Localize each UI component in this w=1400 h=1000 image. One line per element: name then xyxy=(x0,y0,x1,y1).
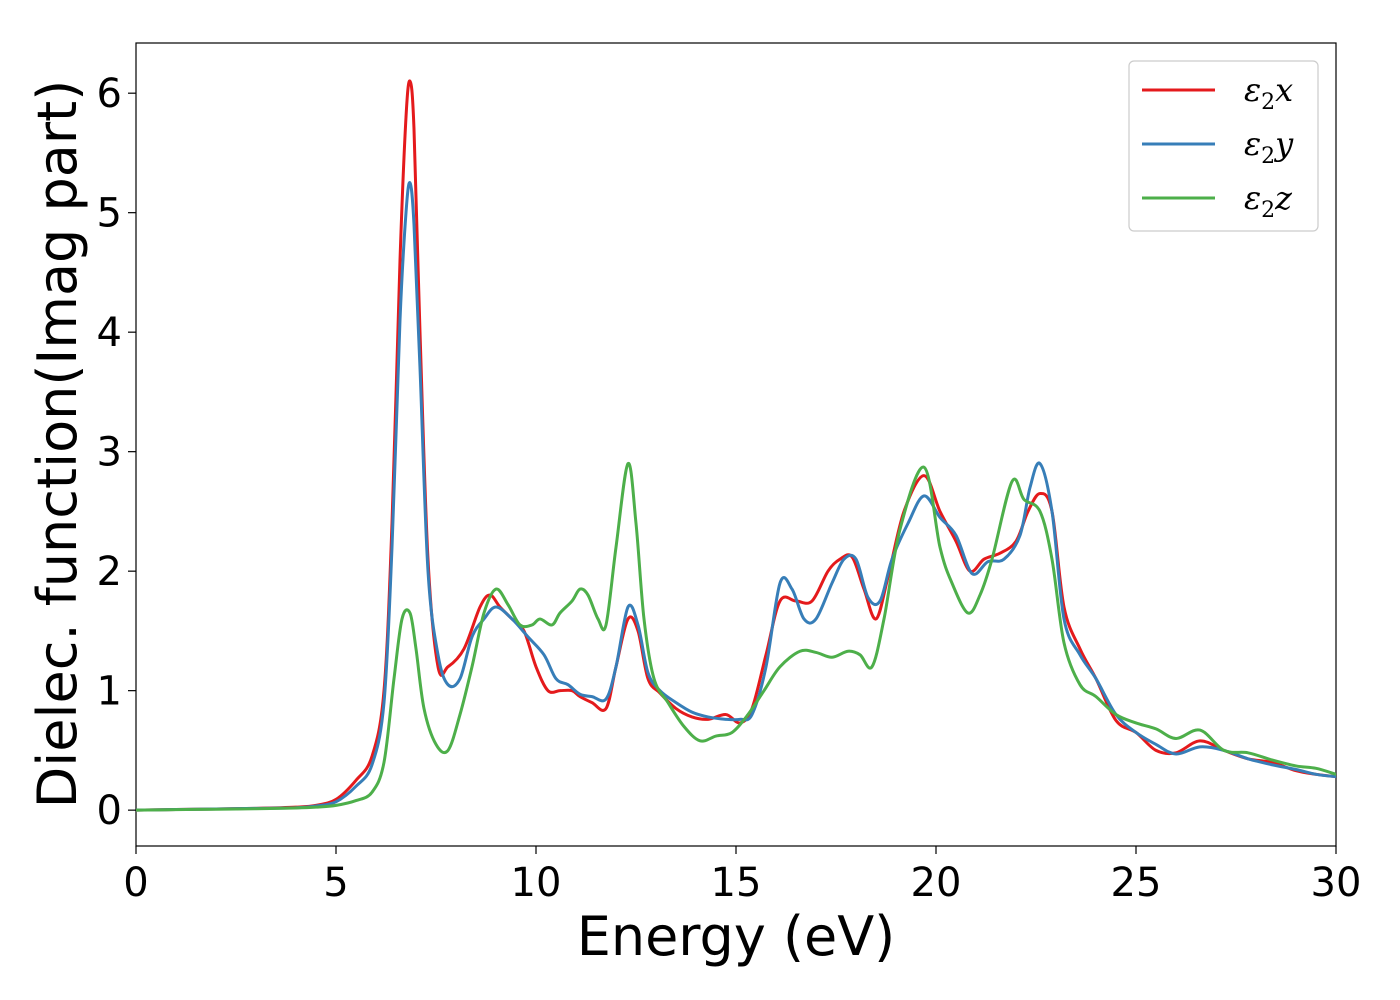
y-tick-label: 0 xyxy=(97,788,122,834)
x-tick-label: 30 xyxy=(1311,860,1362,906)
y-axis-ticks: 0 1 2 3 4 5 6 xyxy=(97,71,136,834)
series-line-y xyxy=(136,181,1336,812)
y-tick-label: 5 xyxy=(97,191,122,237)
x-tick-label: 10 xyxy=(511,860,562,906)
legend: ε2x ε2y ε2z xyxy=(1128,60,1319,232)
x-axis-ticks: 0 5 10 15 20 25 30 xyxy=(123,846,1361,906)
legend-label-y: ε2y xyxy=(1244,125,1294,169)
x-tick-label: 20 xyxy=(911,860,962,906)
legend-label-z: ε2z xyxy=(1244,179,1293,223)
x-axis-label: Energy (eV) xyxy=(577,905,896,968)
y-axis-label: Dielec. function(Imag part) xyxy=(26,80,89,809)
y-tick-label: 3 xyxy=(97,430,122,476)
y-tick-label: 1 xyxy=(97,669,122,715)
legend-box xyxy=(1128,60,1319,232)
y-tick-label: 4 xyxy=(97,310,122,356)
x-tick-label: 0 xyxy=(123,860,148,906)
x-tick-label: 25 xyxy=(1111,860,1162,906)
x-tick-label: 5 xyxy=(323,860,348,906)
legend-label-x: ε2x xyxy=(1244,71,1293,115)
y-tick-label: 6 xyxy=(97,71,122,117)
series-lines xyxy=(136,79,1336,812)
x-tick-label: 15 xyxy=(711,860,762,906)
series-line-z xyxy=(136,462,1336,812)
y-tick-label: 2 xyxy=(97,549,122,595)
